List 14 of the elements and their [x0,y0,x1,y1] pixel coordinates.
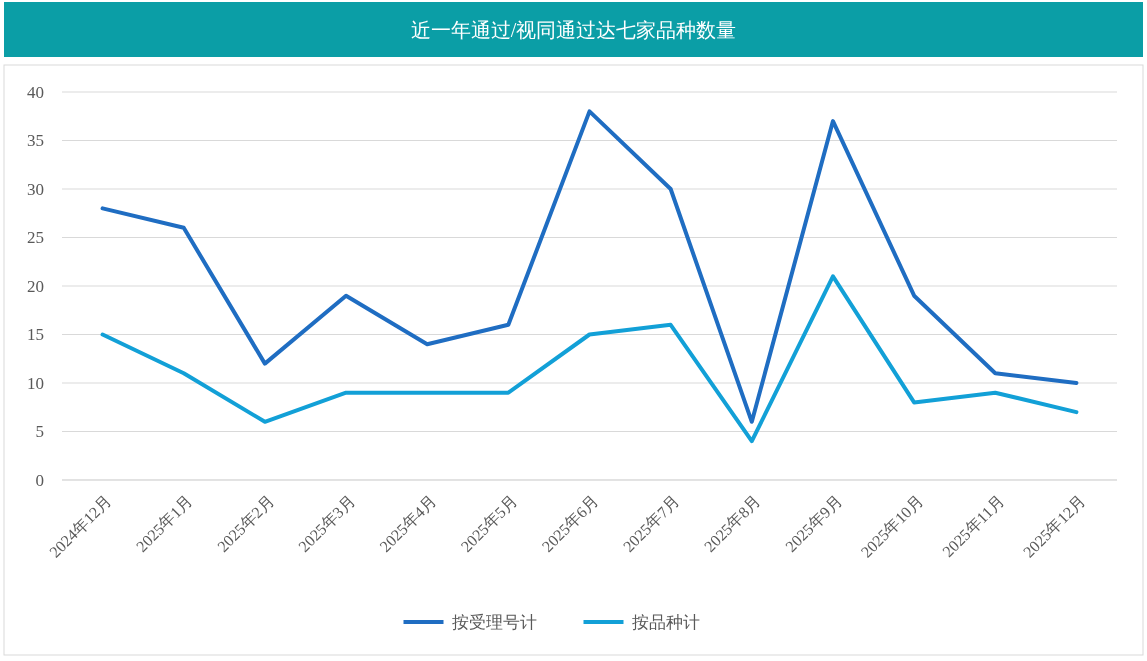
chart-title: 近一年通过/视同通过达七家品种数量 [410,19,737,41]
line-series [100,109,1079,424]
y-tick-label: 30 [27,179,44,199]
y-tick-label: 10 [27,373,44,393]
y-tick-label: 5 [35,422,44,442]
y-tick-label: 20 [27,276,44,296]
legend-label: 按品种计 [631,612,700,632]
y-tick-label: 35 [27,131,44,151]
y-tick-label: 15 [27,325,44,345]
line-series [100,274,1079,444]
y-tick-label: 0 [35,470,44,490]
legend-label: 按受理号计 [451,612,537,632]
y-tick-label: 25 [27,228,44,248]
y-tick-label: 40 [27,82,44,102]
